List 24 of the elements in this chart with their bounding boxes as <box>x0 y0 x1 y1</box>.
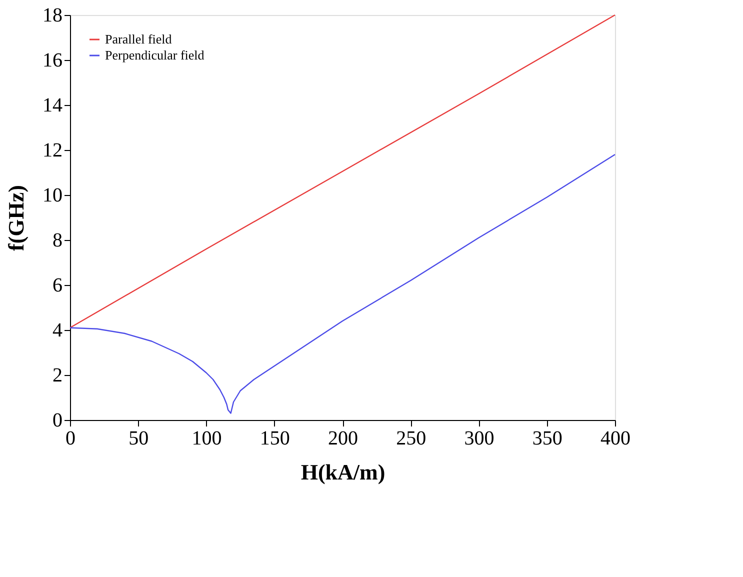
y-axis-title: f(GHz) <box>4 185 28 251</box>
x-tick-label: 100 <box>192 428 222 450</box>
y-tick-label: 8 <box>52 230 62 252</box>
legend-label: Perpendicular field <box>105 48 205 62</box>
y-tick-label: 10 <box>42 184 62 206</box>
x-axis-title: H(kA/m) <box>300 460 386 484</box>
y-tick-label: 12 <box>42 140 62 162</box>
x-tick-label: 400 <box>600 428 630 450</box>
y-tick-label: 2 <box>52 364 62 386</box>
x-tick-label: 250 <box>396 428 426 450</box>
y-tick-label: 6 <box>52 274 62 296</box>
x-tick-label: 150 <box>260 428 290 450</box>
x-tick-label: 50 <box>128 428 149 450</box>
y-tick-label: 16 <box>42 50 62 72</box>
y-tick-label: 0 <box>52 410 62 432</box>
x-tick-label: 350 <box>532 428 562 450</box>
legend-label: Parallel field <box>105 32 172 46</box>
line-series <box>69 154 616 414</box>
y-tick-label: 14 <box>42 94 62 116</box>
line-series <box>69 14 616 328</box>
x-tick-label: 300 <box>464 428 494 450</box>
y-tick-label: 4 <box>52 320 62 342</box>
x-tick-label: 200 <box>328 428 358 450</box>
y-tick-label: 18 <box>42 4 62 26</box>
